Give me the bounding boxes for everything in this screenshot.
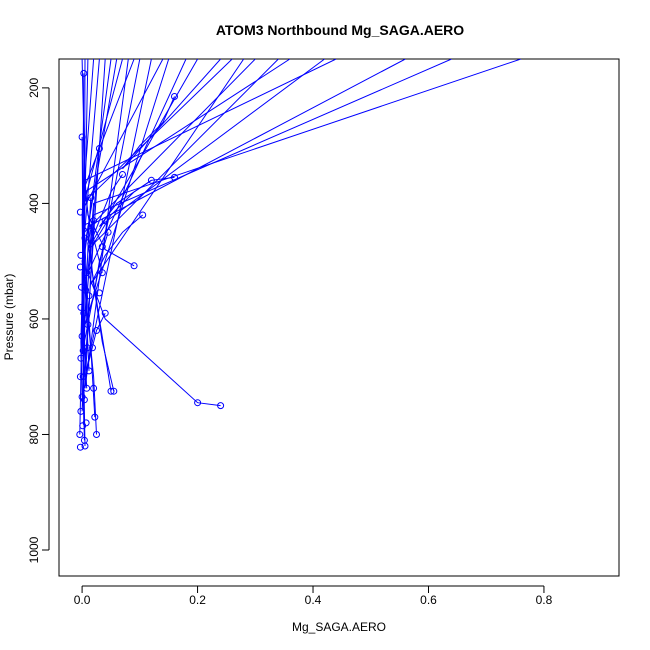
data-point — [84, 321, 92, 329]
data-point — [110, 387, 118, 395]
y-axis: 200 400 600 800 1000 — [27, 78, 50, 563]
data-point — [76, 443, 84, 451]
profile-line-23 — [82, 59, 187, 389]
profile-line-5 — [98, 59, 325, 227]
x-tick-label: 0.2 — [189, 593, 206, 607]
profile-line-3 — [87, 59, 406, 392]
data-point — [90, 384, 98, 392]
profile-line-10 — [84, 59, 170, 325]
profile-lines — [79, 59, 522, 447]
data-point — [139, 211, 147, 219]
plot-frame — [58, 58, 620, 577]
data-point — [78, 133, 86, 141]
x-axis: 0.0 0.2 0.4 0.6 0.8 — [74, 585, 553, 607]
point-markers — [76, 69, 225, 451]
data-point — [76, 208, 84, 216]
data-point — [98, 269, 106, 277]
profile-line-1 — [87, 59, 522, 407]
data-point — [77, 303, 85, 311]
data-point — [147, 176, 155, 184]
data-point — [80, 436, 88, 444]
data-point — [104, 228, 112, 236]
data-point — [107, 387, 115, 395]
data-point — [171, 93, 178, 100]
data-point — [77, 354, 85, 362]
data-point — [95, 145, 103, 152]
profile-line-7 — [90, 59, 245, 285]
y-tick-label: 800 — [27, 424, 41, 444]
y-axis-label: Pressure (mbar) — [2, 274, 16, 361]
y-tick-label: 1000 — [27, 536, 41, 563]
data-point — [194, 399, 202, 407]
data-point — [80, 396, 88, 404]
data-point — [89, 344, 96, 352]
data-point — [87, 194, 95, 202]
data-point — [130, 262, 138, 270]
profile-line-2 — [87, 59, 452, 392]
x-tick-label: 0.8 — [536, 593, 553, 607]
data-point — [95, 289, 103, 297]
x-tick-label: 0.6 — [420, 593, 437, 607]
data-point — [119, 171, 126, 178]
x-tick-label: 0.4 — [305, 593, 322, 607]
data-point — [85, 367, 93, 375]
data-point — [101, 217, 109, 225]
profile-line-6 — [93, 59, 279, 245]
y-tick-label: 400 — [27, 193, 41, 213]
data-point — [85, 292, 93, 300]
data-point — [78, 283, 85, 291]
data-point — [79, 373, 87, 381]
data-point — [83, 269, 91, 277]
data-point — [76, 431, 84, 438]
data-point — [83, 344, 91, 352]
profile-line-4 — [84, 59, 337, 267]
x-tick-label: 0.0 — [74, 593, 91, 607]
data-point — [78, 332, 86, 340]
data-point — [77, 407, 85, 415]
data-point — [93, 327, 100, 334]
data-point — [83, 384, 91, 392]
data-point — [84, 223, 92, 230]
profile-line-18 — [81, 59, 86, 423]
data-point — [81, 234, 89, 242]
profile-line-26 — [81, 59, 112, 441]
data-point — [171, 173, 178, 181]
data-point — [93, 431, 100, 438]
data-point — [98, 243, 106, 251]
data-point — [217, 402, 225, 410]
data-point — [77, 251, 85, 259]
data-point — [76, 263, 84, 271]
x-axis-label: Mg_SAGA.AERO — [292, 620, 386, 634]
profile-line-12 — [81, 59, 141, 354]
profile-line-15 — [81, 59, 106, 412]
y-tick-label: 200 — [27, 78, 41, 98]
data-point — [90, 217, 98, 225]
data-point — [80, 69, 88, 77]
data-point — [101, 309, 109, 317]
chart-title: ATOM3 Northbound Mg_SAGA.AERO — [216, 22, 464, 38]
profile-line-27 — [79, 59, 100, 435]
data-point — [76, 373, 84, 381]
profile-line-20 — [83, 59, 256, 418]
data-point — [91, 413, 99, 421]
data-point — [87, 240, 95, 248]
data-point — [82, 419, 90, 427]
data-point — [80, 309, 88, 317]
y-tick-label: 600 — [27, 309, 41, 329]
